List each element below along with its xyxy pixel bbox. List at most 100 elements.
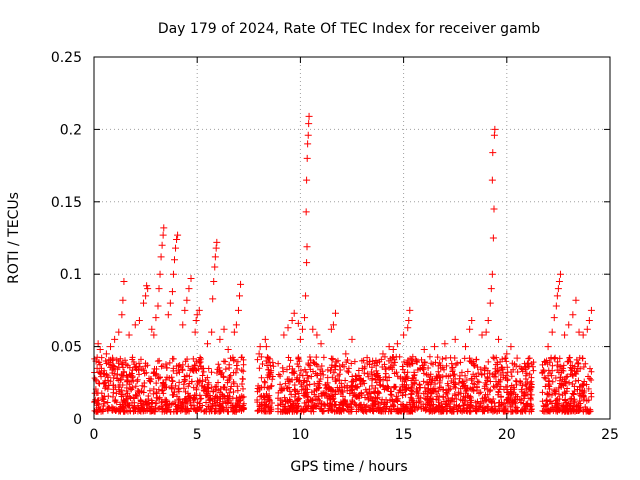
scatter-point [539,407,546,414]
scatter-point [370,398,377,405]
scatter-point [233,394,240,401]
scatter-point [167,408,174,415]
scatter-point [440,406,447,413]
scatter-point [138,388,145,395]
scatter-point [576,354,583,361]
scatter-point [372,384,379,391]
scatter-point [120,369,127,376]
scatter-point [443,389,450,396]
scatter-point [464,384,471,391]
scatter-point [199,365,206,372]
scatter-point [496,399,503,406]
scatter-point [137,356,144,363]
scatter-point [230,389,237,396]
scatter-point [142,363,149,370]
y-tick-label: 0.25 [51,50,82,66]
scatter-point [258,401,265,408]
scatter-point [230,379,237,386]
scatter-point [180,385,187,392]
scatter-point [312,402,319,409]
scatter-point [141,380,148,387]
scatter-point [543,397,550,404]
scatter-point [471,381,478,388]
scatter-point [138,406,145,413]
scatter-point [234,383,241,390]
scatter-point [403,373,410,380]
scatter-point [336,363,343,370]
scatter-point [356,395,363,402]
scatter-point [349,386,356,393]
scatter-point [328,364,335,371]
scatter-point [329,355,336,362]
scatter-point [484,377,491,384]
scatter-point [436,359,443,366]
scatter-point [550,314,558,322]
scatter-point [474,387,481,394]
scatter-point [175,362,182,369]
scatter-point [327,368,334,375]
scatter-point [162,361,169,368]
scatter-point [442,401,449,408]
scatter-point [336,377,343,384]
y-tick-label: 0.1 [60,267,82,283]
scatter-point [174,393,181,400]
scatter-point [105,382,112,389]
scatter-point [507,394,514,401]
scatter-point [172,382,179,389]
scatter-point [109,362,116,369]
scatter-point [161,399,168,406]
scatter-point [396,353,403,360]
scatter-point [389,345,397,353]
scatter-point [445,397,452,404]
scatter-point [302,292,310,300]
scatter-point [432,380,439,387]
scatter-point [114,366,121,373]
scatter-point [400,331,408,339]
scatter-point [455,391,462,398]
x-axis-ticks: 0 5 10 15 20 25 [90,57,619,443]
scatter-point [301,377,308,384]
scatter-point [527,380,534,387]
scatter-point [420,345,428,353]
scatter-point [364,370,371,377]
scatter-point [193,358,200,365]
scatter-point [547,398,554,405]
scatter-point [486,299,494,307]
scatter-point [196,392,203,399]
scatter-point [472,407,479,414]
scatter-point [286,396,293,403]
scatter-point [186,408,193,415]
scatter-point [462,398,468,405]
scatter-point [233,362,240,369]
scatter-point [453,395,460,402]
scatter-point [475,405,482,412]
scatter-point [113,406,120,413]
scatter-point [109,393,116,400]
scatter-point [386,374,393,381]
scatter-point [170,365,177,372]
scatter-point [337,367,344,374]
scatter-point [570,390,577,397]
scatter-point [220,406,227,413]
scatter-point [168,401,175,408]
scatter-point [579,355,586,362]
scatter-point [185,363,192,370]
scatter-point [332,388,339,395]
scatter-point [302,208,310,216]
scatter-point [197,377,204,384]
scatter-point [295,396,302,403]
scatter-point [348,335,356,343]
scatter-point [387,388,394,395]
scatter-point [574,386,581,393]
scatter-point [513,354,521,362]
scatter-point [288,403,295,410]
scatter-point [208,328,216,336]
scatter-point [561,376,568,383]
scatter-point [565,358,572,365]
scatter-point [302,369,309,376]
scatter-point [523,360,531,368]
scatter-point [403,401,410,408]
scatter-point [145,392,152,399]
scatter-point [231,356,238,363]
scatter-point [399,402,406,409]
